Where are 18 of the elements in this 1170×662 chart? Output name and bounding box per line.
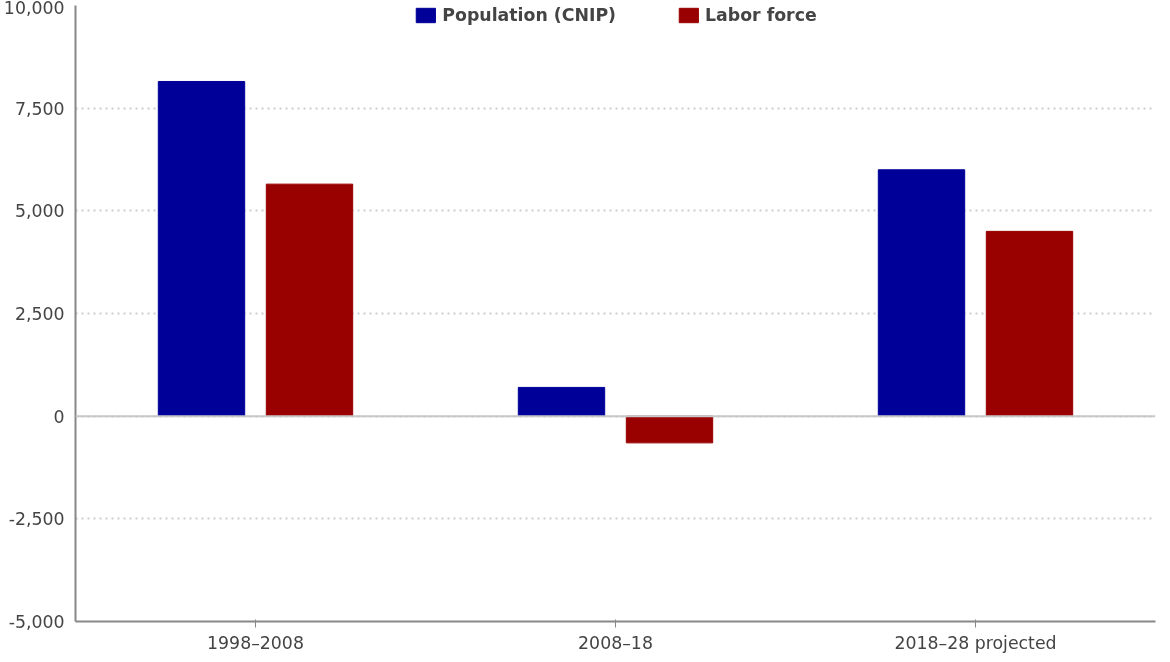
bar <box>157 80 246 417</box>
bar <box>265 183 354 417</box>
y-tick-label: 5,000 <box>14 201 65 222</box>
y-tick-label: -2,500 <box>8 509 65 530</box>
legend-label: Population (CNIP) <box>442 5 617 25</box>
x-tick-label: 1998–2008 <box>207 632 304 653</box>
y-tick-label: 2,500 <box>14 304 65 324</box>
y-tick-label: 0 <box>53 406 65 427</box>
y-tick-label: -5,000 <box>8 612 65 632</box>
bar <box>625 415 714 444</box>
bar <box>877 169 966 417</box>
y-tick-label: 10,000 <box>3 0 65 18</box>
bar <box>985 230 1074 417</box>
x-tick-label: 2008–18 <box>578 632 653 653</box>
x-tick-label: 2018–28 projected <box>894 632 1057 653</box>
legend-label: Labor force <box>705 5 817 25</box>
y-tick-label: 7,500 <box>14 98 65 119</box>
bar <box>517 386 606 417</box>
